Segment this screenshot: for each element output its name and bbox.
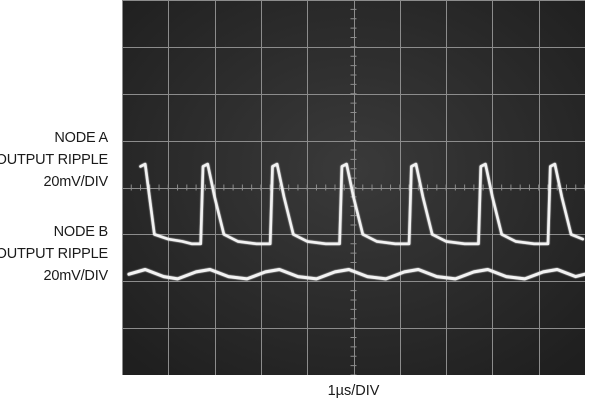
node-a-ripple-trace [139, 162, 584, 246]
node-b-label: NODE B OUTPUT RIPPLE 20mV/DIV [0, 221, 108, 287]
node-a-label-line: OUTPUT RIPPLE [0, 152, 108, 168]
node-a-label: NODE A OUTPUT RIPPLE 20mV/DIV [0, 127, 108, 193]
x-axis-label: 1µs/DIV [327, 383, 380, 399]
node-a-label-line: 20mV/DIV [43, 174, 109, 190]
traces [127, 162, 585, 281]
node-a-label-line: NODE A [54, 130, 108, 146]
node-b-label-line: NODE B [53, 224, 109, 240]
node-b-ripple-trace [127, 268, 585, 281]
node-b-label-line: 20mV/DIV [43, 268, 109, 284]
oscilloscope-screen [122, 0, 585, 375]
node-b-label-line: OUTPUT RIPPLE [0, 246, 108, 262]
grid [122, 0, 585, 375]
